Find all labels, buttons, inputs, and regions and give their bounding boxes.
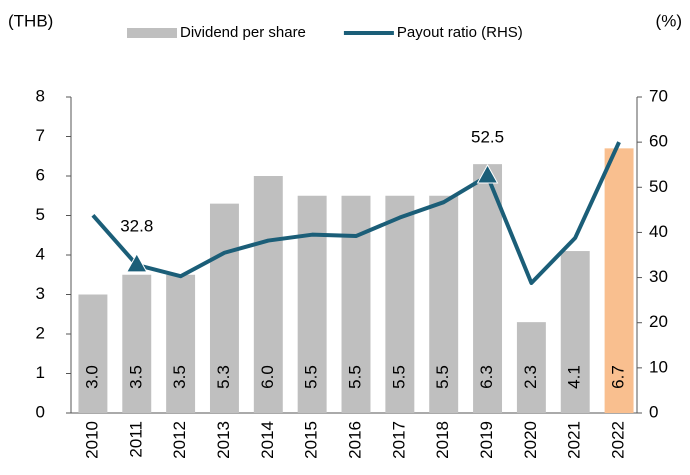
y-tick-label: 4 (36, 244, 45, 263)
y2-tick-label: 50 (649, 177, 668, 196)
bar-value-label: 5.5 (389, 365, 408, 389)
y-tick-label: 6 (36, 165, 45, 184)
bar (560, 251, 590, 413)
bar (78, 294, 108, 413)
y2-tick-label: 10 (649, 357, 668, 376)
bar-value-label: 4.1 (565, 365, 584, 389)
legend-swatch (127, 28, 177, 38)
x-tick-label: 2014 (258, 421, 277, 459)
bar-value-label: 3.0 (82, 365, 101, 389)
y2-tick-label: 70 (649, 86, 668, 105)
bar-value-label: 6.0 (258, 365, 277, 389)
y-tick-label: 3 (36, 284, 45, 303)
y-tick-label: 1 (36, 363, 45, 382)
bar-value-label: 5.3 (214, 365, 233, 389)
line (91, 141, 621, 285)
x-tick-label: 2019 (477, 421, 496, 459)
y2-tick-label: 0 (649, 402, 658, 421)
bar (385, 195, 415, 413)
y2-tick-label: 30 (649, 267, 668, 286)
bar-value-label: 3.5 (126, 365, 145, 389)
bar (122, 274, 152, 413)
point-label: 52.5 (471, 127, 504, 146)
x-tick-label: 2020 (521, 421, 540, 459)
y-tick-label: 7 (36, 126, 45, 145)
y-tick-label: 0 (36, 402, 45, 421)
y2-tick-label: 20 (649, 312, 668, 331)
x-tick-label: 2022 (609, 421, 628, 459)
bar (604, 148, 634, 413)
bar (429, 195, 459, 413)
bar-value-label: 6.7 (609, 365, 628, 389)
y-axis-label: (THB) (8, 11, 53, 30)
x-tick-label: 2010 (82, 421, 101, 459)
bar-value-label: 6.3 (477, 365, 496, 389)
bar (253, 176, 283, 413)
y2-tick-label: 60 (649, 132, 668, 151)
point-label: 32.8 (120, 216, 153, 235)
point-marker (125, 252, 148, 273)
x-tick-label: 2016 (345, 421, 364, 459)
y-tick-label: 5 (36, 205, 45, 224)
x-tick-label: 2021 (565, 421, 584, 459)
bar (516, 322, 546, 413)
bar (473, 164, 503, 413)
bar-value-label: 5.5 (433, 365, 452, 389)
bar-value-label: 2.3 (521, 365, 540, 389)
bar (166, 274, 196, 413)
x-tick-label: 2018 (433, 421, 452, 459)
x-tick-label: 2013 (214, 421, 233, 459)
bar-value-label: 5.5 (345, 365, 364, 389)
x-tick-label: 2011 (126, 421, 145, 458)
x-tick-label: 2012 (170, 421, 189, 459)
y-tick-label: 2 (36, 323, 45, 342)
point-marker (476, 163, 499, 184)
y-tick-label: 8 (36, 86, 45, 105)
y2-tick-label: 40 (649, 222, 668, 241)
x-tick-label: 2015 (302, 421, 321, 459)
x-tick-label: 2017 (389, 421, 408, 459)
bar (209, 203, 239, 413)
legend-label: Dividend per share (180, 24, 306, 41)
y2-axis-label: (%) (656, 11, 682, 30)
bar (297, 195, 327, 413)
legend-label: Payout ratio (RHS) (397, 24, 523, 41)
bar-value-label: 5.5 (302, 365, 321, 389)
bar-value-label: 3.5 (170, 365, 189, 389)
